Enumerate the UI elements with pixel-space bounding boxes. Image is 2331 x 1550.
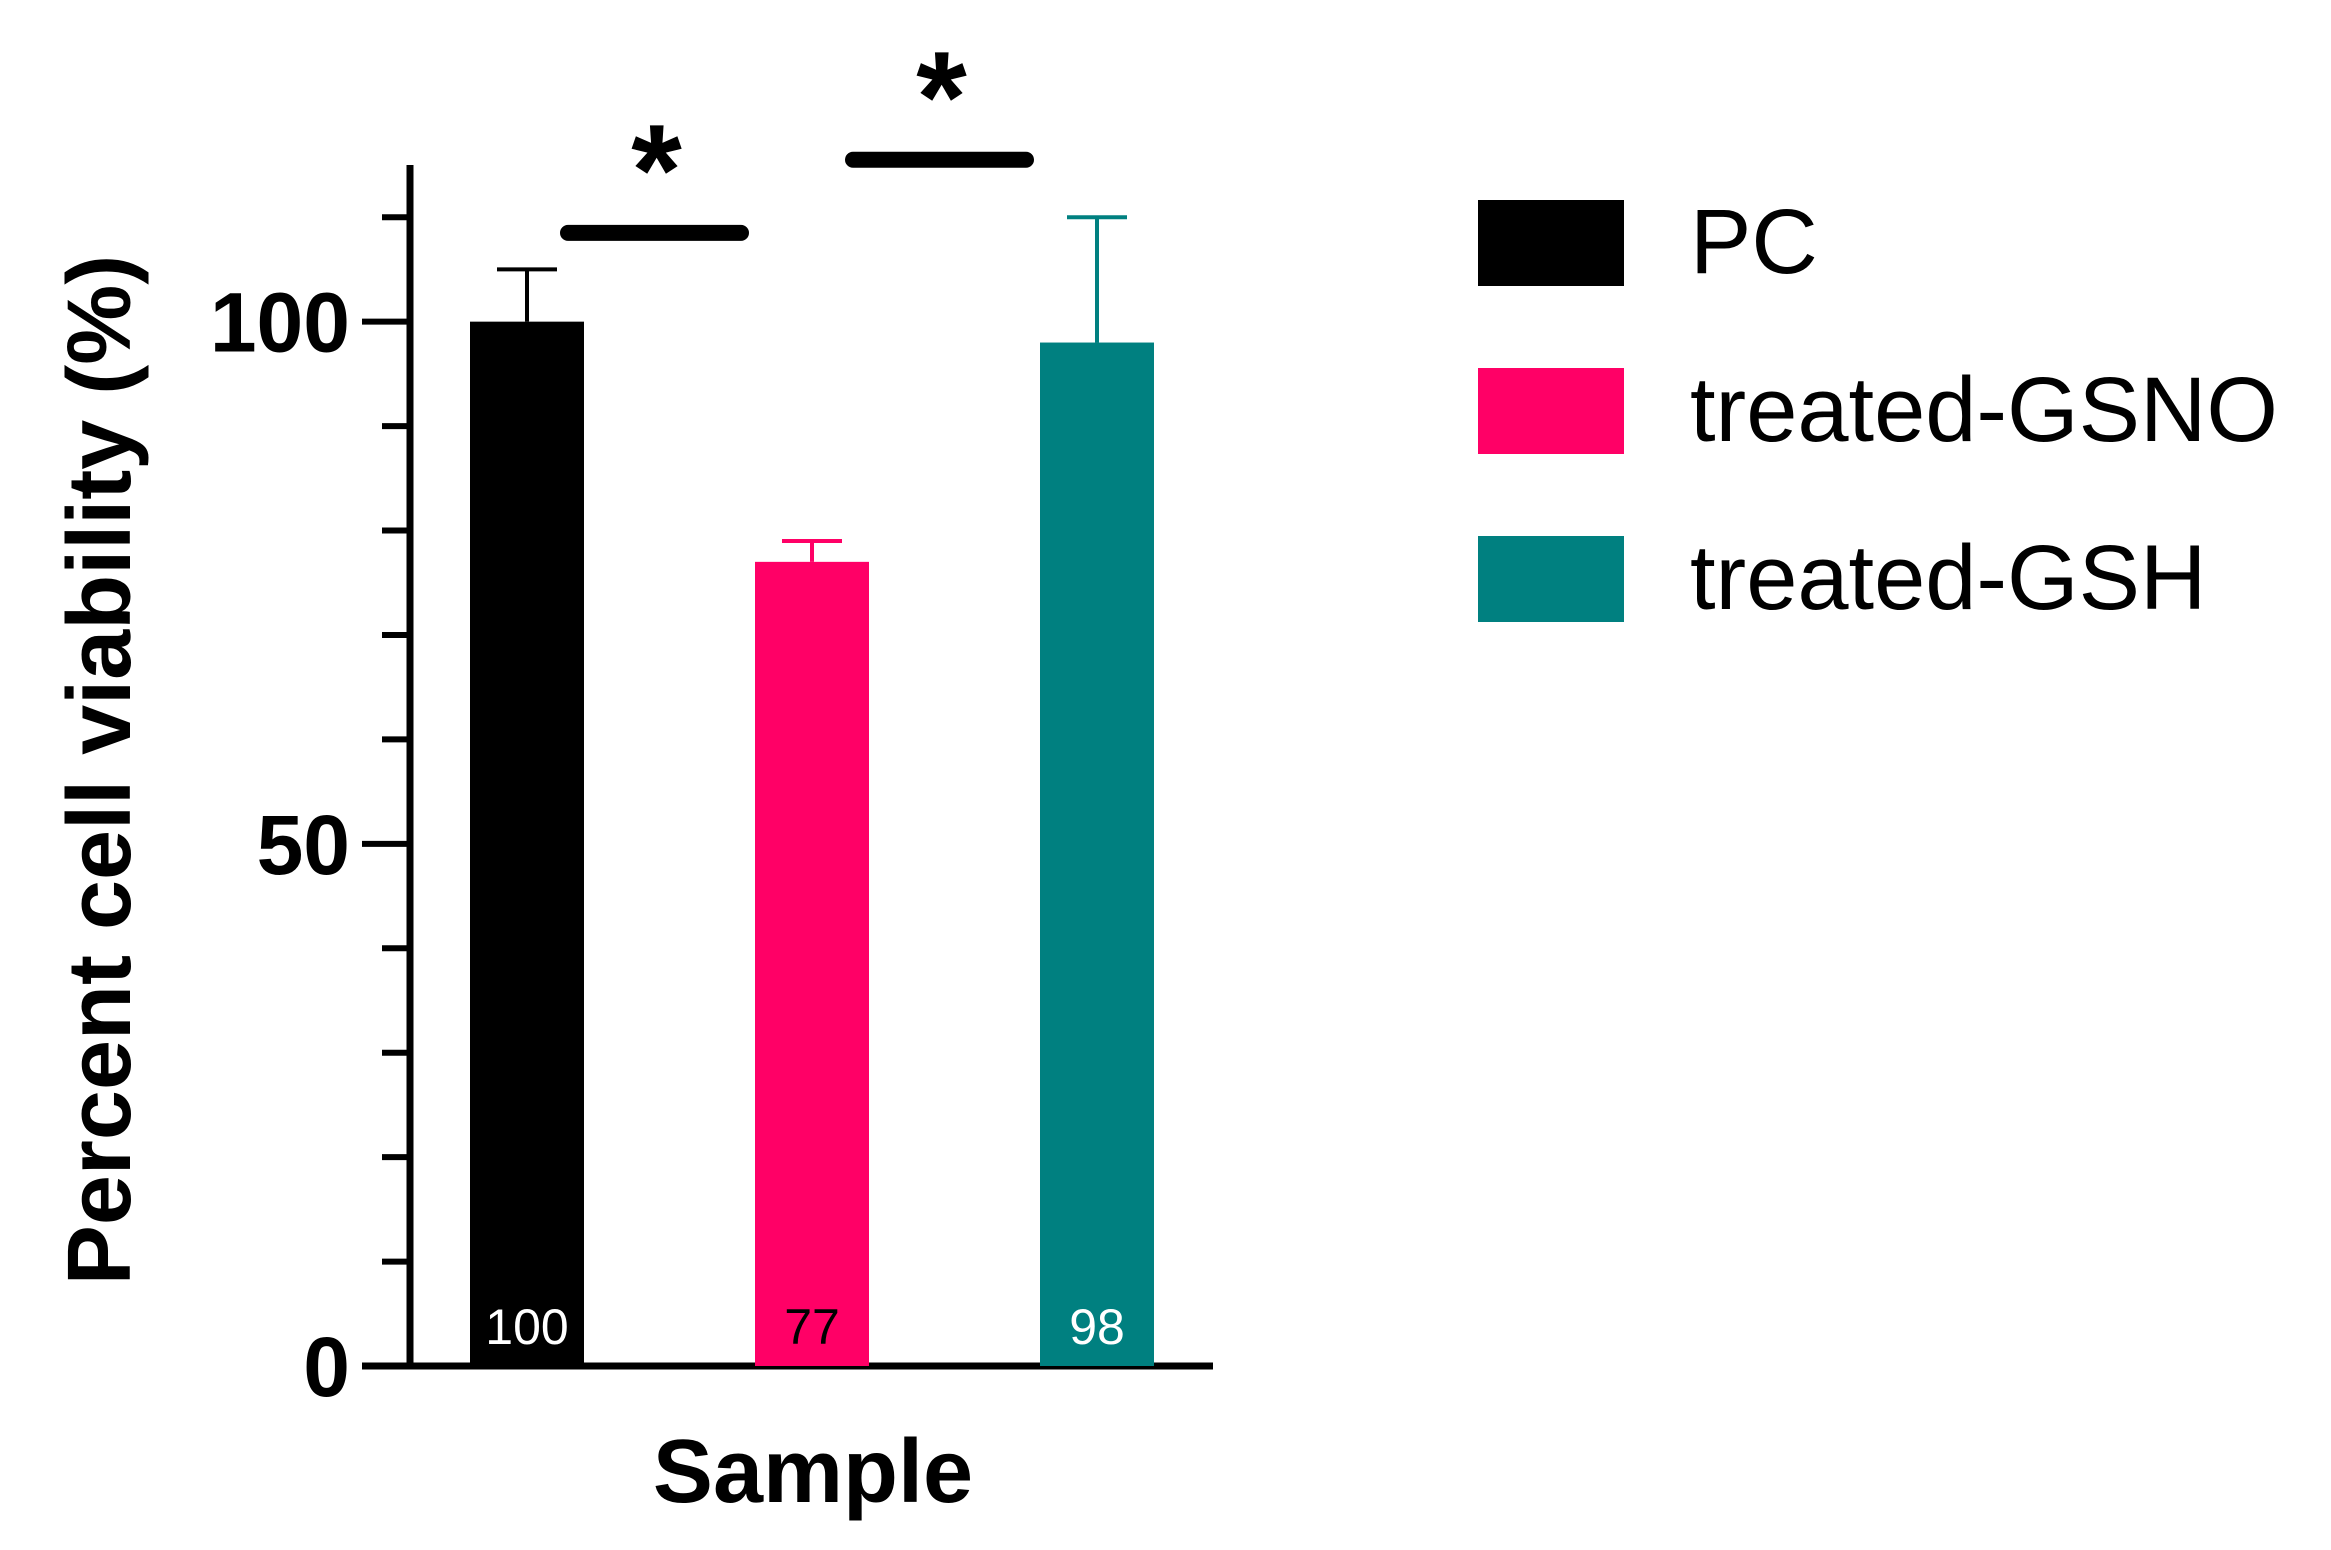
y-tick-label: 0 (303, 1320, 350, 1414)
y-axis: 0 50 100 (210, 165, 414, 1414)
legend-item-pc: PC (1478, 196, 2328, 290)
bar (470, 321, 584, 1367)
legend-label-treated-gsno: treated-GSNO (1690, 359, 2278, 461)
value-label: 100 (485, 1299, 568, 1355)
legend-item-treated-gsh: treated-GSH (1478, 532, 2328, 626)
legend-swatch-treated-gsno (1478, 368, 1624, 454)
y-tick-label: 100 (210, 276, 350, 370)
x-axis-label: Sample (653, 1422, 973, 1522)
value-labels: 100 77 98 (485, 1299, 1125, 1355)
bar (1040, 342, 1154, 1366)
y-axis-label: Percent cell viability (%) (50, 255, 150, 1285)
bar (755, 561, 869, 1366)
bars (470, 321, 1154, 1367)
value-label: 98 (1069, 1299, 1125, 1355)
legend-label-treated-gsh: treated-GSH (1690, 527, 2207, 629)
y-tick-label: 50 (257, 798, 350, 892)
value-label: 77 (784, 1299, 840, 1355)
significance-marks: ** (560, 24, 1034, 243)
legend-swatch-pc (1478, 200, 1624, 286)
significance-star: * (916, 24, 967, 170)
legend-swatch-treated-gsh (1478, 536, 1624, 622)
legend-label-pc: PC (1690, 191, 1818, 293)
legend-item-treated-gsno: treated-GSNO (1478, 364, 2328, 458)
significance-star: * (631, 97, 682, 243)
error-bars (497, 215, 1127, 562)
